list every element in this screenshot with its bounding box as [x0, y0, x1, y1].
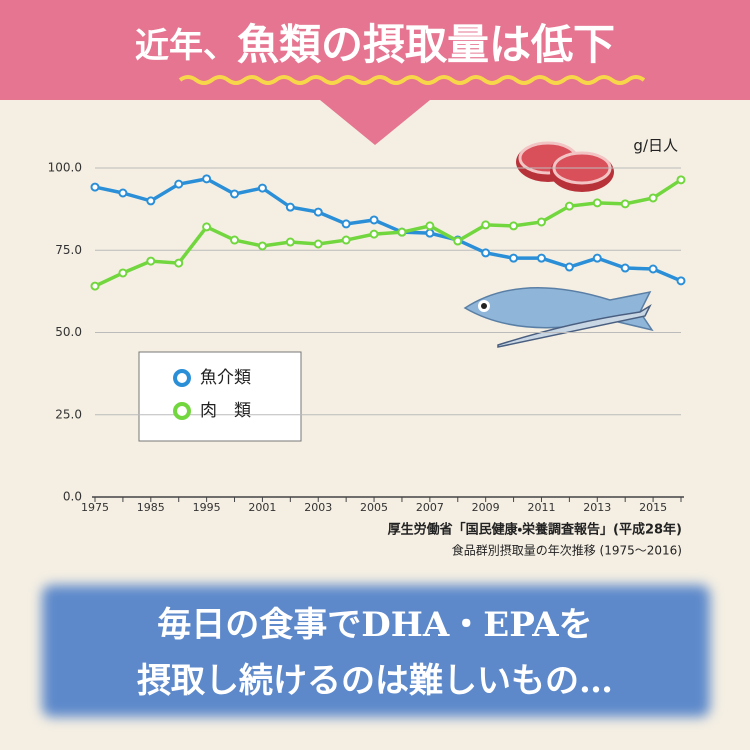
data-point [174, 179, 184, 189]
data-point [146, 196, 156, 206]
data-point [509, 253, 519, 263]
data-point [369, 215, 379, 225]
page-title: 近年、魚類の摂取量は低下 [135, 20, 615, 69]
data-point [397, 227, 407, 237]
data-point [481, 220, 491, 230]
data-point [481, 248, 491, 258]
series-line [94, 177, 682, 283]
legend-label: 魚介類 [200, 368, 251, 388]
data-point [564, 262, 574, 272]
data-point [620, 199, 630, 209]
chart: g/日人 厚生労働省「国民健康・栄養調査報告」(平成28年) 食品群別摂取量の年… [48, 137, 686, 558]
legend-marker [173, 402, 191, 420]
data-point [648, 193, 658, 203]
data-point [592, 198, 602, 208]
data-point [592, 253, 602, 263]
message-box [42, 585, 710, 717]
data-point [313, 239, 323, 249]
x-tick-label: 2003 [304, 501, 332, 514]
data-point [118, 268, 128, 278]
data-point [118, 188, 128, 198]
data-point [369, 229, 379, 239]
source-note: 厚生労働省「国民健康・栄養調査報告」(平成28年) [388, 522, 682, 538]
data-point [620, 263, 630, 273]
data-point [536, 217, 546, 227]
data-point [509, 221, 519, 231]
series-line [94, 178, 682, 288]
x-tick-label: 2011 [527, 501, 555, 514]
unit-label: g/日人 [633, 137, 678, 155]
data-point [285, 202, 295, 212]
data-point [564, 201, 574, 211]
x-tick-label: 1995 [193, 501, 221, 514]
data-point [90, 281, 100, 291]
data-point [230, 235, 240, 245]
data-point [202, 174, 212, 184]
x-tick-label: 2007 [416, 501, 444, 514]
data-point [146, 256, 156, 266]
y-tick-label: 50.0 [55, 325, 82, 339]
y-tick-label: 100.0 [48, 161, 82, 175]
legend-box [138, 351, 302, 442]
x-tick-label: 1975 [81, 501, 109, 514]
data-point [285, 237, 295, 247]
header-band [0, 0, 750, 145]
title-prefix: 近年、 [135, 26, 237, 66]
wavy-underline [178, 75, 646, 85]
data-point [341, 219, 351, 229]
message-line: 摂取し続けるのは難しいもの… [137, 661, 613, 701]
data-point [257, 183, 267, 193]
x-tick-label: 1985 [137, 501, 165, 514]
data-point [676, 175, 686, 185]
data-point [648, 264, 658, 274]
x-tick-label: 2013 [583, 501, 611, 514]
legend-label: 肉 類 [200, 401, 251, 421]
x-tick-label: 2015 [639, 501, 667, 514]
y-tick-label: 0.0 [63, 490, 82, 504]
fish-illustration [463, 287, 654, 348]
data-point [425, 221, 435, 231]
message-line: 毎日の食事でDHA・EPAを [157, 605, 592, 645]
title-main: 魚類の摂取量は低下 [237, 20, 615, 69]
x-tick-label: 2009 [472, 501, 500, 514]
data-point [453, 236, 463, 246]
chart-subtitle: 食品群別摂取量の年次推移 (1975～2016) [452, 543, 682, 558]
y-tick-label: 25.0 [55, 407, 82, 421]
data-point [257, 241, 267, 251]
data-point [202, 222, 212, 232]
data-point [536, 253, 546, 263]
data-point [90, 182, 100, 192]
data-point [313, 207, 323, 217]
legend-marker [173, 369, 191, 387]
y-tick-label: 75.0 [55, 243, 82, 257]
data-point [676, 276, 686, 286]
data-point [341, 235, 351, 245]
x-tick-label: 2005 [360, 501, 388, 514]
data-point [174, 258, 184, 268]
x-tick-label: 2001 [248, 501, 276, 514]
data-point [425, 228, 435, 238]
data-point [230, 189, 240, 199]
